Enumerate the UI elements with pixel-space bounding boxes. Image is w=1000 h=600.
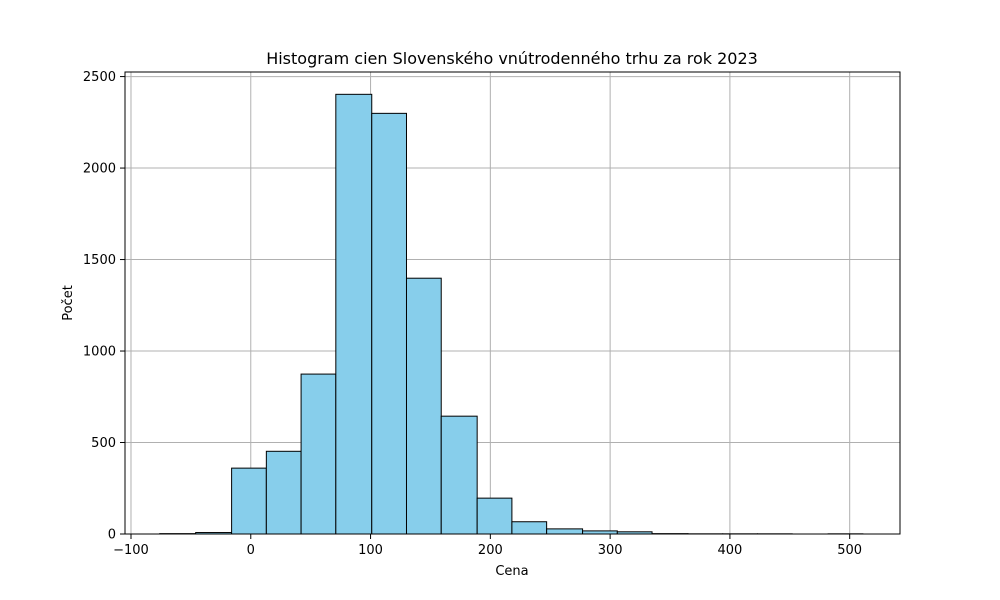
histogram-bar: [511, 521, 548, 535]
x-axis: −100 0 100 200 300 400 500: [113, 534, 862, 558]
y-tick-label: 500: [91, 436, 116, 451]
x-tick-label: 400: [717, 543, 742, 558]
histogram-bar: [231, 467, 267, 535]
histogram-bar: [335, 93, 373, 535]
y-axis-label: Počet: [61, 285, 76, 321]
histogram-bar: [405, 277, 442, 535]
y-tick-label: 0: [108, 528, 116, 543]
y-axis: 0 500 1000 1500 2000 2500: [83, 70, 125, 543]
histogram-bar: [265, 450, 302, 535]
x-tick-label: 100: [358, 543, 383, 558]
x-tick-label: −100: [113, 543, 149, 558]
plot-frame: [124, 71, 901, 535]
x-tick-label: 500: [837, 543, 862, 558]
x-axis-label: Cena: [495, 564, 528, 579]
y-tick-label: 2500: [83, 70, 116, 85]
x-tick-label: 0: [247, 543, 255, 558]
grid: [125, 72, 900, 535]
y-tick-label: 1500: [83, 253, 116, 268]
x-tick-label: 300: [598, 543, 623, 558]
histogram-bar: [476, 497, 513, 535]
x-tick-label: 200: [478, 543, 503, 558]
y-tick-label: 1000: [83, 345, 116, 360]
bars: [159, 93, 864, 535]
histogram-bar: [440, 415, 478, 535]
histogram-bar: [546, 528, 584, 535]
histogram-bar: [300, 373, 337, 535]
chart-title: Histogram cien Slovenského vnútrodenného…: [266, 49, 758, 68]
y-tick-label: 2000: [83, 162, 116, 177]
histogram-bar: [371, 112, 407, 535]
